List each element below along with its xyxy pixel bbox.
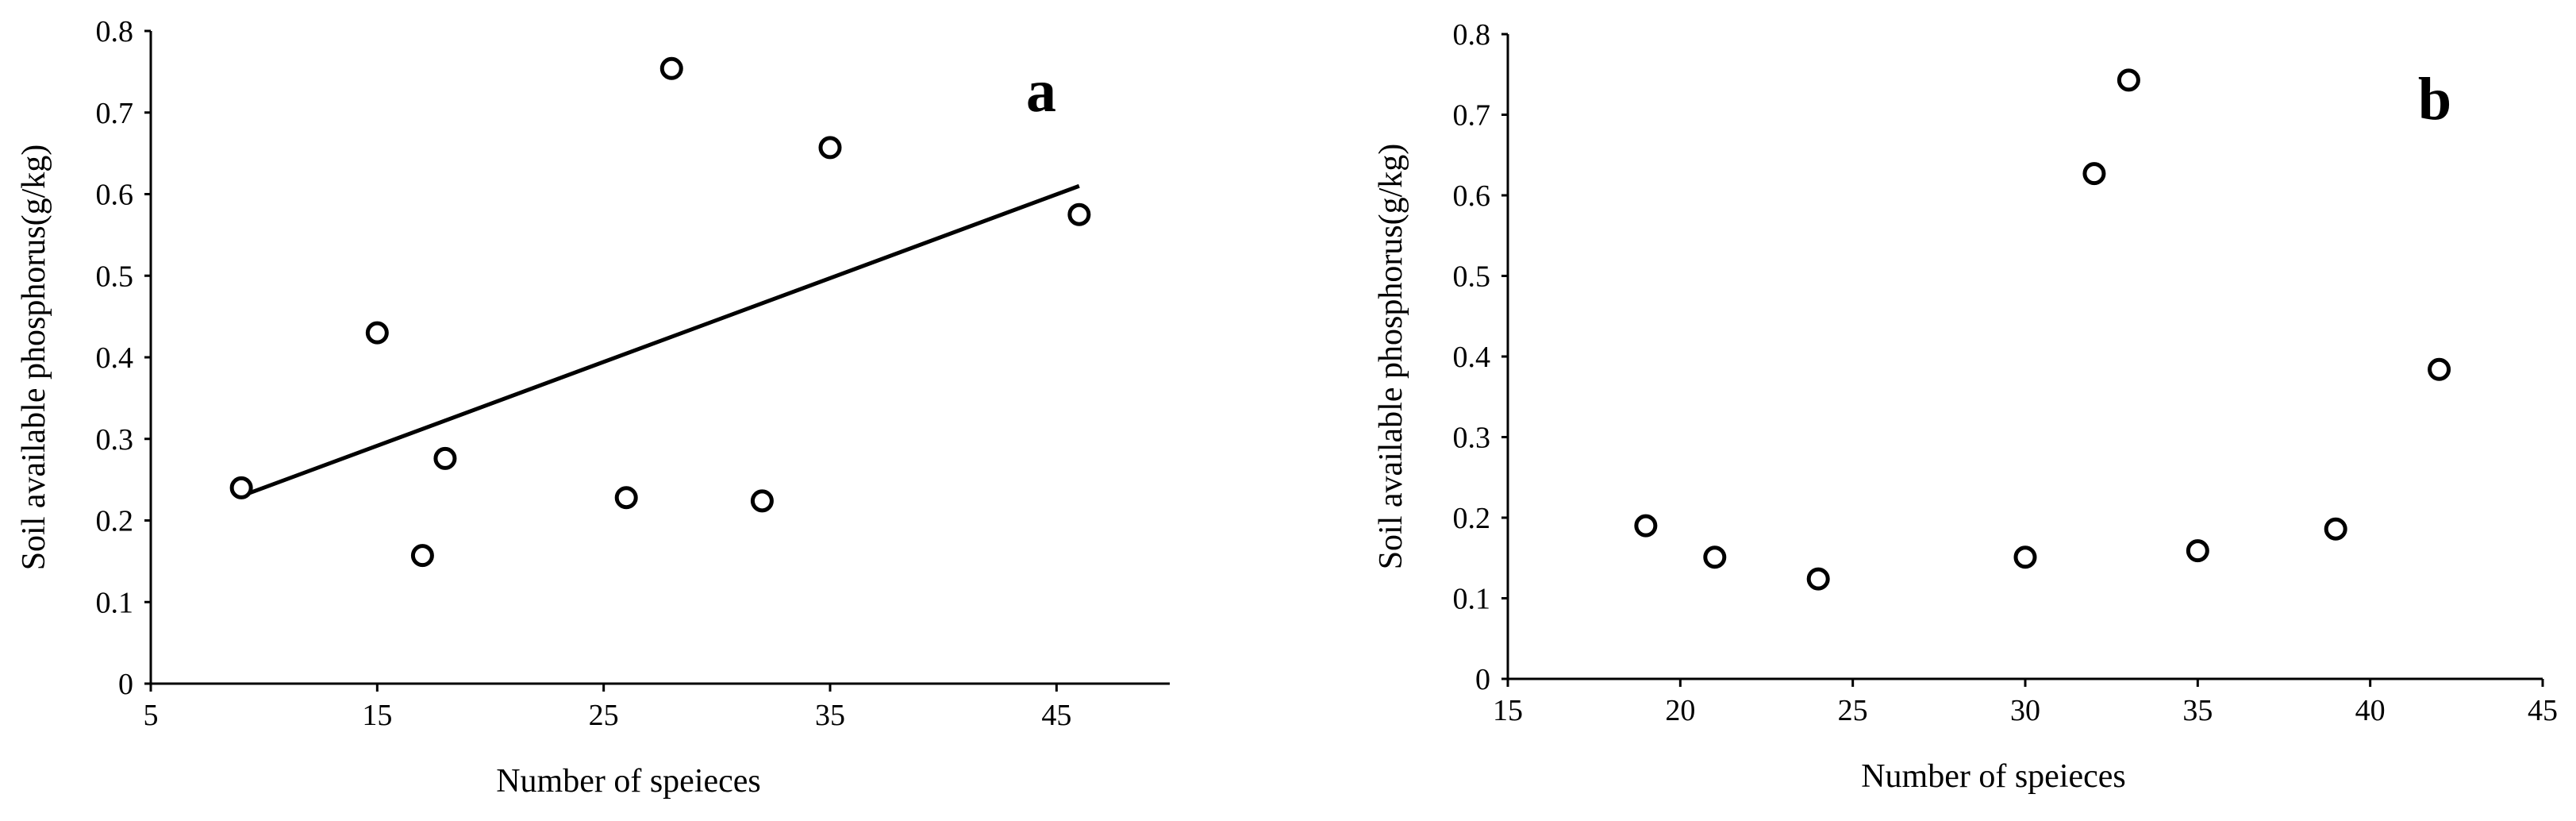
- scatter-point: [365, 321, 389, 345]
- scatter-point: [1067, 202, 1091, 226]
- y-tick-label: 0.6: [96, 179, 134, 212]
- scatter-point: [818, 136, 842, 160]
- x-tick-label: 40: [2355, 694, 2386, 727]
- y-tick-label: 0.3: [96, 423, 134, 457]
- y-tick-label: 0.8: [96, 15, 134, 48]
- x-axis-title: Number of speieces: [1861, 758, 2126, 795]
- y-tick-label: 0: [1475, 663, 1490, 696]
- x-tick-label: 45: [2528, 694, 2558, 727]
- panel-label: b: [2418, 66, 2451, 133]
- scatter-point: [1703, 545, 1727, 569]
- scatter-point: [2013, 545, 2037, 569]
- x-tick-label: 30: [2010, 694, 2040, 727]
- y-tick-label: 0.6: [1453, 179, 1491, 213]
- scatter-point: [614, 486, 638, 510]
- x-tick-label: 35: [815, 699, 845, 732]
- y-tick-label: 0: [118, 668, 133, 701]
- y-tick-label: 0.7: [96, 97, 134, 130]
- y-tick-label: 0.1: [1453, 583, 1491, 616]
- scatter-point: [1634, 514, 1658, 538]
- y-tick-label: 0.7: [1453, 99, 1491, 133]
- scatter-point: [2428, 357, 2451, 381]
- scatter-point: [2117, 68, 2140, 92]
- y-tick-label: 0.4: [1453, 341, 1491, 374]
- x-tick-label: 15: [1493, 694, 1523, 727]
- x-tick-label: 25: [589, 699, 619, 732]
- x-axis-title: Number of speieces: [496, 763, 761, 800]
- scatter-point: [2186, 539, 2209, 563]
- scatter-point: [1806, 567, 1830, 591]
- y-tick-label: 0.5: [1453, 260, 1491, 294]
- x-tick-label: 5: [144, 699, 159, 732]
- x-tick-label: 20: [1665, 694, 1695, 727]
- y-tick-label: 0.2: [1453, 502, 1491, 535]
- x-tick-label: 25: [1838, 694, 1868, 727]
- x-tick-label: 15: [362, 699, 392, 732]
- y-tick-label: 0.1: [96, 586, 134, 619]
- y-axis-title: Soil available phosphorus(g/kg): [1373, 144, 1409, 570]
- scatter-point: [433, 446, 457, 470]
- y-axis-title: Soil available phosphorus(g/kg): [16, 145, 52, 571]
- y-tick-label: 0.3: [1453, 422, 1491, 455]
- scatter-point: [659, 56, 683, 80]
- y-tick-label: 0.5: [96, 260, 134, 293]
- trend-line: [240, 183, 1080, 499]
- y-tick-label: 0.8: [1453, 18, 1491, 52]
- scatter-point: [229, 476, 253, 499]
- scatter-point: [410, 544, 434, 568]
- x-tick-label: 45: [1041, 699, 1071, 732]
- x-tick-label: 35: [2182, 694, 2213, 727]
- scatter-point: [2082, 162, 2106, 186]
- scatter-point: [750, 489, 774, 513]
- y-tick-label: 0.2: [96, 505, 134, 538]
- scatter-point: [2324, 517, 2347, 541]
- y-tick-label: 0.4: [96, 341, 134, 375]
- panel-label: a: [1026, 58, 1056, 125]
